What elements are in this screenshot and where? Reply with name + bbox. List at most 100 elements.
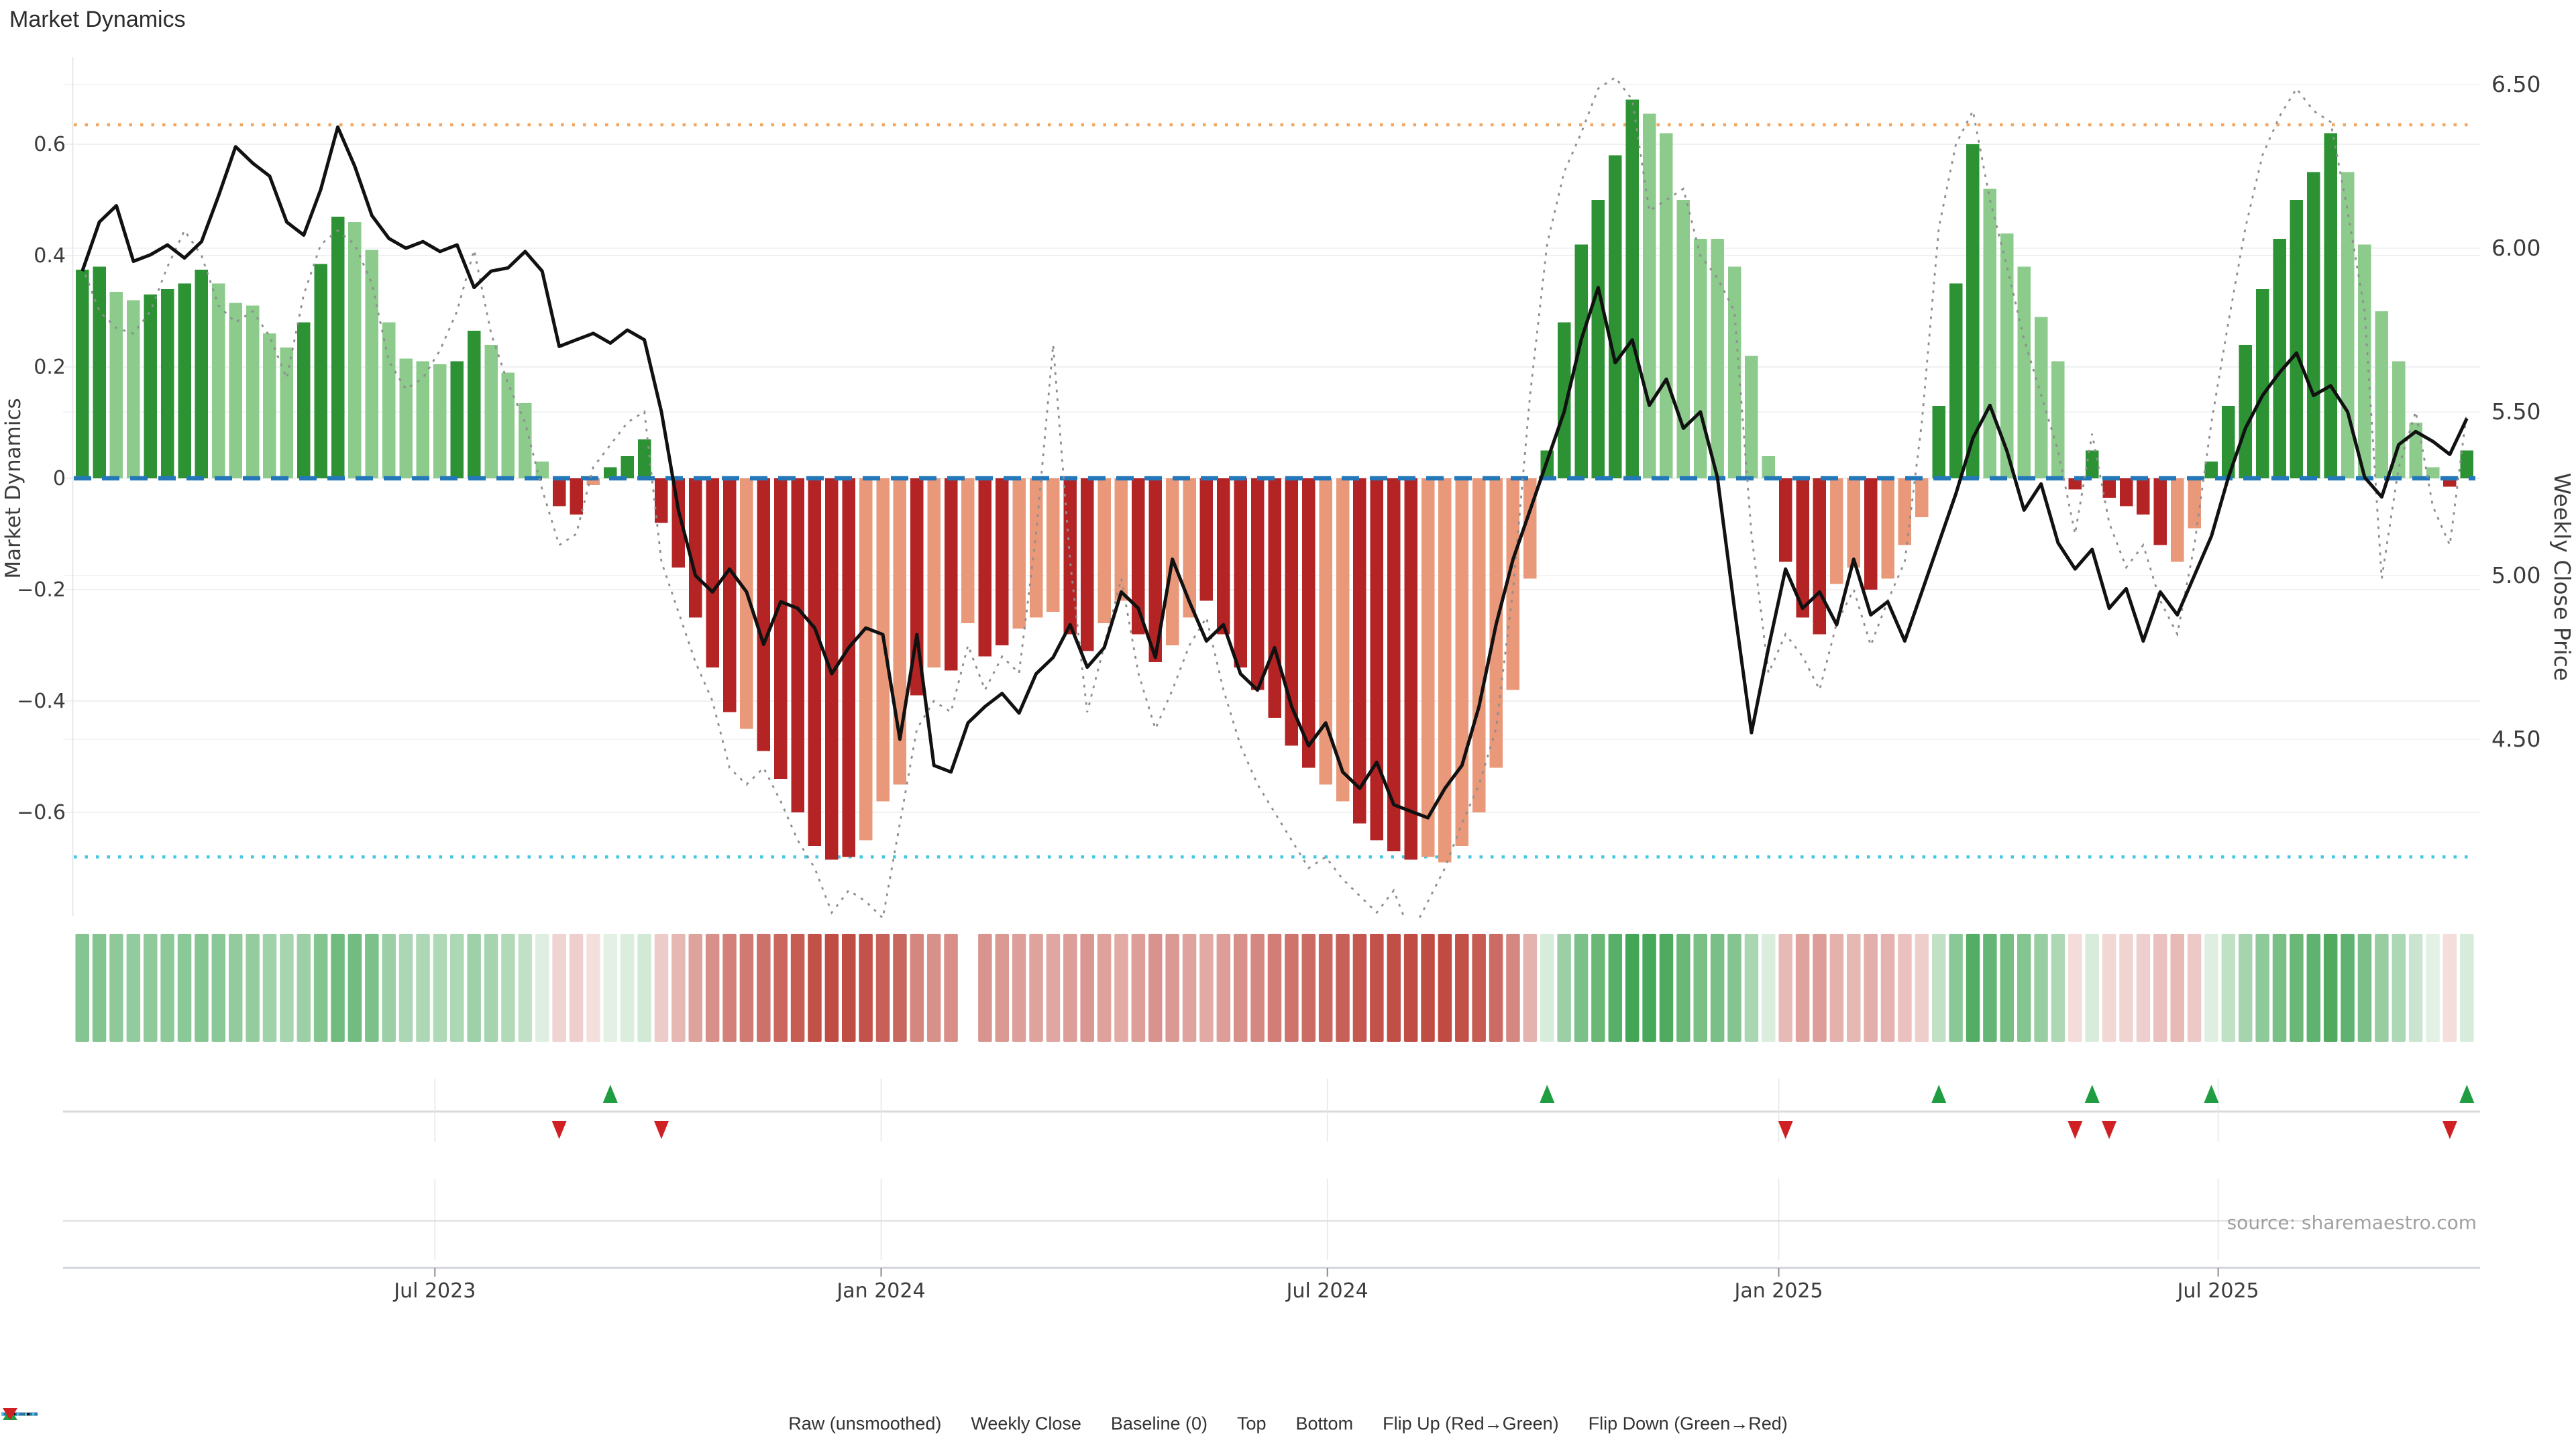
dynamics-bar (535, 462, 549, 478)
dynamics-bar (1915, 478, 1929, 518)
legend-item-raw: Raw (unsmoothed) (1, 1413, 941, 1434)
heat-cell (1880, 934, 1895, 1042)
heat-cell (926, 934, 941, 1042)
dynamics-bar (740, 478, 753, 729)
heat-cell (297, 934, 311, 1042)
dynamics-bar (978, 478, 992, 657)
heat-cell (1080, 934, 1094, 1042)
flip-down-marker (2068, 1121, 2083, 1139)
dynamics-bar (2290, 200, 2304, 478)
heat-cell (2017, 934, 2031, 1042)
heat-cell (1063, 934, 1077, 1042)
legend-item-bottom: Bottom (1, 1413, 1353, 1434)
heat-cell (2272, 934, 2287, 1042)
dynamics-bar (399, 358, 413, 478)
dynamics-bar (1183, 478, 1196, 618)
dynamics-bar (2324, 133, 2337, 478)
heat-cell (177, 934, 192, 1042)
heat-cell (1318, 934, 1333, 1042)
dynamics-bar (2034, 317, 2048, 478)
dynamics-bar (2051, 361, 2065, 478)
right-tick-label: 5.00 (2491, 562, 2540, 588)
chart-legend: Raw (unsmoothed) Weekly Close Baseline (0)… (0, 1406, 2576, 1441)
heat-cell (1778, 934, 1792, 1042)
heat-cell (1352, 934, 1367, 1042)
reference-lines (74, 123, 2475, 859)
heat-cell (535, 934, 549, 1042)
dynamics-bar (1694, 239, 1707, 478)
heat-cell (1438, 934, 1452, 1042)
dynamics-bar (1319, 478, 1332, 785)
dynamics-bar (722, 478, 737, 712)
dynamics-bar (1404, 478, 1417, 860)
heat-cell (2375, 934, 2389, 1042)
weekly-close-line (80, 125, 2469, 820)
dynamics-bar (2017, 266, 2031, 478)
flip-up-marker (602, 1085, 618, 1103)
dynamics-bar (2188, 478, 2201, 529)
legend-item-flip_up: Flip Up (Red→Green) (3, 1408, 1559, 1434)
dynamics-bar (570, 478, 583, 515)
heat-cell (2136, 934, 2151, 1042)
heat-cell (331, 934, 345, 1042)
heat-cell (2068, 934, 2082, 1042)
dynamics-bar (552, 478, 566, 506)
heat-cell (144, 934, 158, 1042)
heat-cell (1199, 934, 1214, 1042)
heat-cell (1642, 934, 1656, 1042)
dynamics-bar (229, 303, 242, 478)
heat-cell (1608, 934, 1623, 1042)
left-tick-label: 0.4 (34, 244, 66, 268)
dynamics-bar (467, 331, 481, 478)
dynamics-bar (1745, 356, 1758, 478)
dynamics-bar (382, 322, 396, 478)
right-tick-label: 6.50 (2491, 71, 2540, 97)
heat-cell (1336, 934, 1350, 1042)
heat-cell (1762, 934, 1776, 1042)
heat-cell (1029, 934, 1043, 1042)
right-tick-label: 4.50 (2491, 726, 2540, 752)
dynamics-bar (2000, 233, 2014, 478)
heat-cell (1983, 934, 1997, 1042)
heat-cell (552, 934, 566, 1042)
heat-cell (1472, 934, 1486, 1042)
dynamics-bar (621, 455, 634, 478)
heat-cell (1557, 934, 1571, 1042)
heat-cell (1744, 934, 1759, 1042)
x-tick-label: Jul 2024 (1285, 1279, 1368, 1303)
flip-up-marker (2084, 1085, 2100, 1103)
axis-ticks: 0.6 0.4 0.2 0 −0.2 −0.4 −0.6 6.50 6.00 5.50 5.00 4.… (17, 71, 2540, 1303)
x-tick-label: Jul 2023 (392, 1279, 476, 1303)
heat-cell (739, 934, 754, 1042)
dynamics-bar (93, 266, 106, 478)
dynamics-bar (160, 288, 174, 478)
dynamics-bar (604, 467, 617, 478)
dynamics-bar (263, 333, 276, 478)
heat-cell (280, 934, 294, 1042)
figure-title: Market Dynamics (9, 7, 186, 32)
heat-cell (1659, 934, 1674, 1042)
dynamics-bar (859, 478, 873, 841)
heat-cell (1693, 934, 1708, 1042)
bottom-panels (63, 1079, 2480, 1269)
dynamics-bar (75, 269, 89, 478)
flip_down-legend-glyph (3, 1408, 17, 1420)
dynamics-bar (1455, 478, 1469, 846)
raw-unsmoothed-line (81, 76, 2468, 918)
dynamics-bar (1217, 478, 1230, 635)
heat-cell (672, 934, 686, 1042)
heat-cell (1506, 934, 1520, 1042)
heat-cell (2034, 934, 2048, 1042)
left-tick-label: 0.2 (34, 356, 66, 379)
flip-down-marker (653, 1121, 669, 1139)
heat-cell (2051, 934, 2065, 1042)
heat-cell (824, 934, 839, 1042)
dynamics-bar (910, 478, 924, 696)
dynamics-bar (2119, 478, 2133, 506)
heat-cell (1421, 934, 1435, 1042)
left-tick-label: −0.2 (17, 578, 66, 602)
heat-cell (637, 934, 651, 1042)
left-tick-label: 0.6 (34, 133, 66, 156)
heat-cell (501, 934, 515, 1042)
heat-cell (1182, 934, 1197, 1042)
